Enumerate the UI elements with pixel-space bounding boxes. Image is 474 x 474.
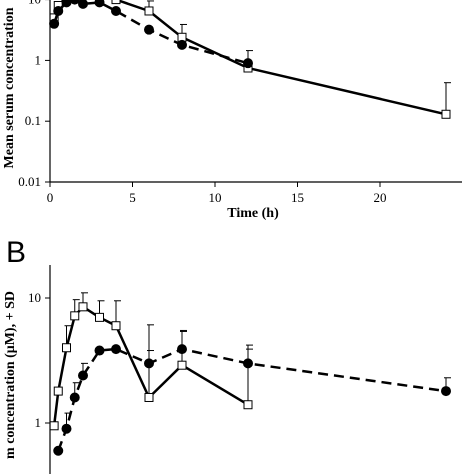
panel-b-y-ticks: 1 10 [28, 290, 50, 430]
series-2-point [53, 445, 64, 456]
series-1-point [111, 321, 121, 331]
panel-a-plot-area [50, 0, 462, 182]
series-2-point [111, 5, 121, 16]
panel-b-series [49, 292, 451, 456]
series-2-point [144, 358, 154, 369]
series-2-point [49, 18, 60, 29]
panel-a-x-axis-label: Time (h) [227, 206, 279, 221]
series-1-point [62, 343, 71, 353]
series-2-point [69, 0, 80, 5]
series-1-point [441, 109, 451, 119]
panel-b-chart: B 1 10 m concentration (μM), + SD [3, 236, 451, 474]
series-1-point [177, 360, 187, 370]
series-2-point [78, 370, 88, 381]
series-2-point [111, 344, 121, 355]
panel-a-y-ticks: 0.01 0.1 1 10 [18, 0, 50, 189]
series-2-point [69, 392, 80, 403]
series-1-point [70, 311, 80, 321]
panel-a-series [49, 0, 451, 119]
y-tick-label: 1 [35, 415, 42, 430]
series-1-line [52, 0, 447, 116]
series-1-point [49, 421, 59, 431]
series-2-point [94, 345, 105, 356]
series-1-point [53, 386, 63, 396]
series-2-point [243, 58, 253, 69]
series-1-point [144, 392, 154, 402]
series-2-point [94, 0, 105, 8]
series-2-point [177, 39, 187, 50]
series-2-point [243, 358, 253, 369]
panel-b-y-axis-label: m concentration (μM), + SD [3, 291, 18, 459]
y-tick-label: 0.01 [18, 174, 41, 189]
panel-b-label: B [6, 236, 26, 269]
series-2-point [53, 5, 64, 16]
series-2-line [52, 0, 249, 65]
y-tick-label: 1 [35, 52, 42, 67]
x-tick-label: 0 [47, 190, 54, 205]
x-tick-label: 15 [291, 190, 304, 205]
panel-a-x-ticks: 0 5 10 15 20 [47, 182, 387, 205]
panel-a-y-axis-label: Mean serum concentration [2, 7, 17, 168]
series-2-point [177, 344, 187, 355]
x-tick-label: 20 [374, 190, 387, 205]
series-2-point [78, 0, 88, 9]
series-2-point [61, 423, 72, 434]
series-1-point [95, 312, 104, 322]
y-tick-label: 10 [28, 290, 41, 305]
x-tick-label: 10 [209, 190, 222, 205]
y-tick-label: 10 [28, 0, 41, 7]
series-2-point [144, 24, 154, 35]
series-1-point [78, 302, 88, 312]
x-tick-label: 5 [129, 190, 136, 205]
panel-a-chart: 0.01 0.1 1 10 0 5 10 15 20 Time (h) Mean serum … [2, 0, 462, 221]
y-tick-label: 0.1 [25, 113, 41, 128]
series-1-line [52, 305, 249, 426]
series-1-point [111, 0, 121, 5]
series-2-point [61, 0, 72, 8]
series-1-point [144, 6, 154, 16]
series-1-point [243, 400, 253, 410]
series-2-point [441, 386, 451, 397]
